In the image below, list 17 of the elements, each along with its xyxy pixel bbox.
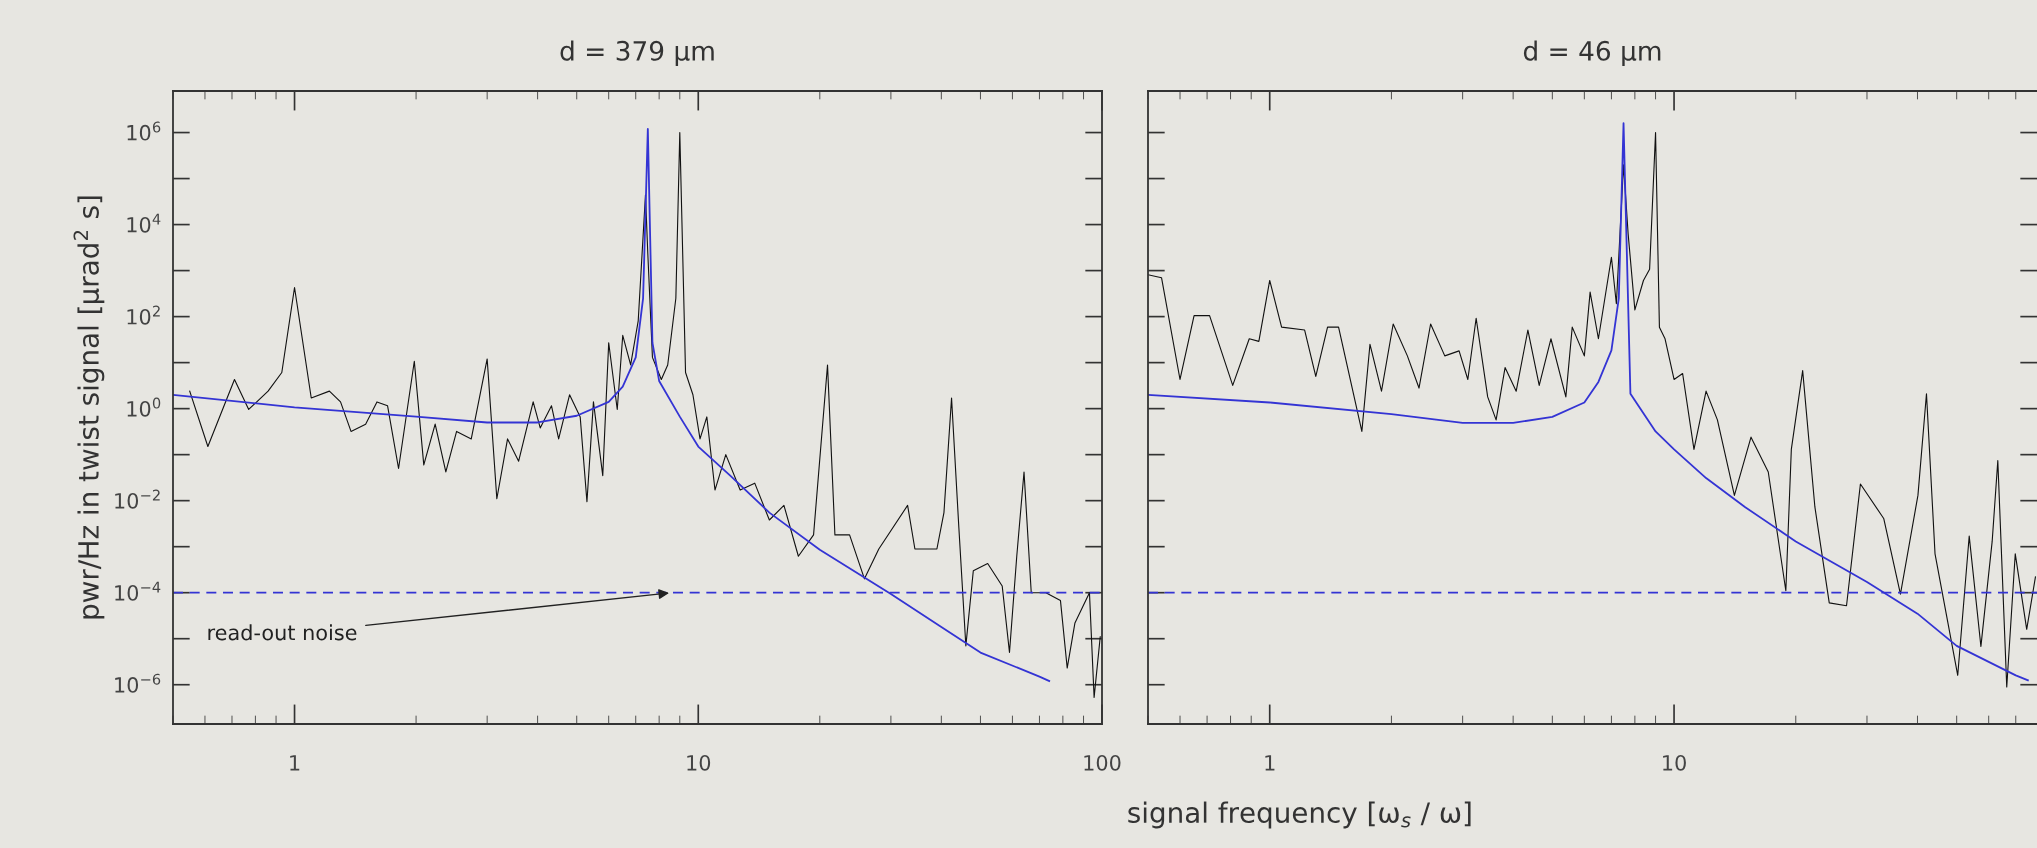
y-axis-title: pwr/Hz in twist signal [µrad$^{2}$ s]: [73, 196, 105, 619]
annotation: read-out noise: [208, 624, 357, 641]
y-tick-label: 10$^{4}$: [127, 213, 161, 233]
y-tick-label: 10$^{−6}$: [115, 673, 161, 693]
y-tick-label: 10$^{0}$: [127, 397, 161, 417]
x-tick-label: 100: [1084, 754, 1121, 771]
x-axis-title: signal frequency [ω$_{s}$ / ω]: [1128, 801, 1471, 829]
x-tick-label: 10: [687, 754, 711, 771]
x-tick-label: 1: [1265, 755, 1275, 771]
x-tick-label: 1: [290, 755, 300, 771]
x-tick-label: 10: [1663, 754, 1686, 771]
y-tick-label: 10$^{6}$: [127, 121, 161, 141]
y-tick-label: 10$^{2}$: [127, 305, 160, 325]
chart-title: d = 46 µm: [1523, 40, 1661, 66]
chart-title: d = 379 µm: [560, 40, 714, 66]
y-tick-label: 10$^{−2}$: [115, 489, 160, 509]
y-tick-label: 10$^{−4}$: [115, 581, 161, 601]
